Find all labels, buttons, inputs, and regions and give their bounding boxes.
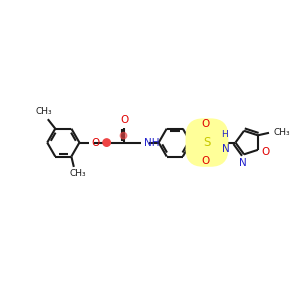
Text: NH: NH	[144, 138, 160, 148]
Text: S: S	[203, 136, 211, 149]
Text: O: O	[202, 156, 210, 167]
Text: O: O	[202, 119, 210, 129]
Text: CH₃: CH₃	[35, 107, 52, 116]
Circle shape	[120, 132, 127, 139]
Circle shape	[103, 139, 110, 146]
Text: CH₃: CH₃	[70, 169, 87, 178]
Text: O: O	[121, 115, 129, 125]
Text: CH₃: CH₃	[274, 128, 290, 137]
Text: H: H	[222, 130, 228, 139]
Text: O: O	[91, 138, 100, 148]
Text: N: N	[239, 158, 247, 168]
Text: N: N	[222, 144, 229, 154]
Text: O: O	[262, 147, 270, 157]
